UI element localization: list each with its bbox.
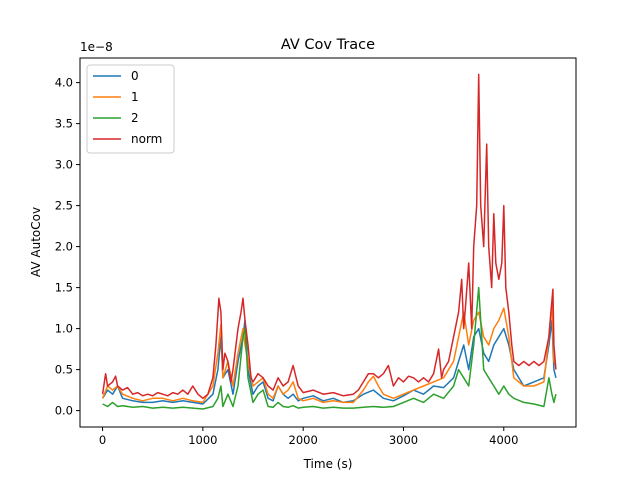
- legend-box: [86, 64, 175, 154]
- series-line-2: [102, 286, 557, 410]
- x-tick-label: 3000: [389, 433, 418, 447]
- x-axis-label: Time (s): [303, 457, 353, 471]
- y-tick-label: 0.0: [55, 404, 73, 418]
- plot-frame: [79, 57, 577, 428]
- x-tick-label: 4000: [489, 433, 518, 447]
- legend: 0 1 2 norm: [86, 64, 175, 154]
- y-tick-label: 1.0: [55, 322, 73, 336]
- y-tick-label: 1.5: [55, 281, 73, 295]
- legend-label-norm: norm: [131, 132, 162, 146]
- y-tick-label: 2.5: [55, 199, 73, 213]
- y-tick-label: 3.0: [55, 158, 73, 172]
- legend-label-2: 2: [131, 111, 139, 125]
- y-tick-label: 2.0: [55, 240, 73, 254]
- y-tick-label: 0.5: [55, 363, 73, 377]
- y-axis: 0.0 0.5 1.0 1.5 2.0 2.5 3.0 3.5 4.0: [55, 76, 80, 418]
- legend-label-0: 0: [131, 69, 139, 83]
- y-tick-label: 3.5: [55, 117, 73, 131]
- x-tick-label: 0: [99, 433, 106, 447]
- series-layer: [101, 73, 557, 410]
- series-line-norm: [101, 73, 557, 400]
- y-axis-label: AV AutoCov: [29, 207, 43, 277]
- y-axis-multiplier: 1e−8: [80, 40, 113, 54]
- legend-label-1: 1: [131, 90, 139, 104]
- series-line-0: [101, 319, 557, 405]
- chart-title: AV Cov Trace: [281, 37, 375, 53]
- series-line-1: [101, 303, 557, 404]
- y-tick-label: 4.0: [55, 76, 73, 90]
- x-tick-label: 2000: [289, 433, 318, 447]
- x-axis: 0 1000 2000 3000 4000: [99, 427, 518, 447]
- x-tick-label: 1000: [188, 433, 217, 447]
